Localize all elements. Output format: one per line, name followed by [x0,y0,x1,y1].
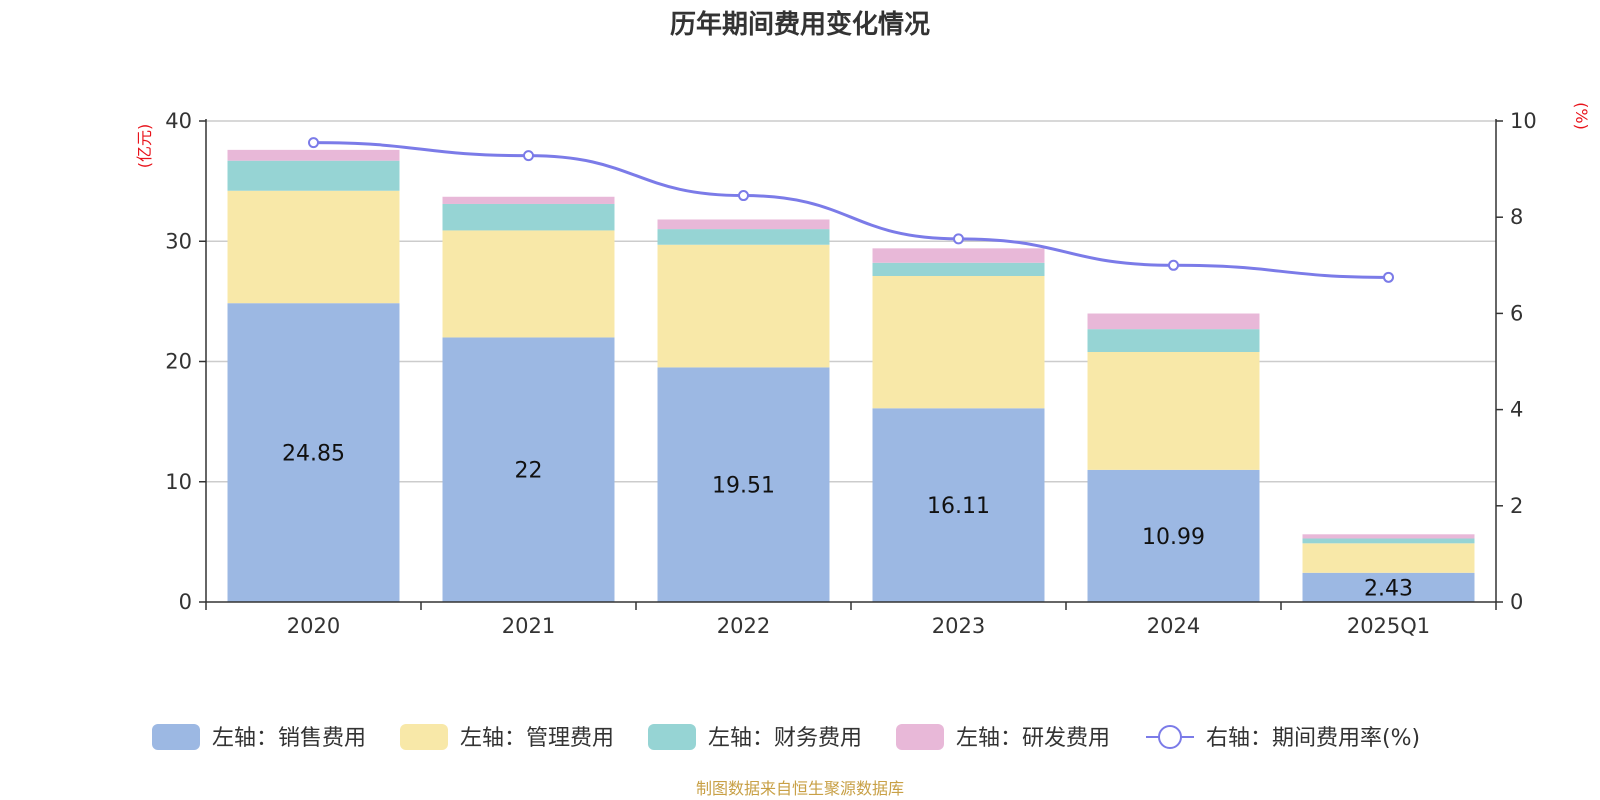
x-tick-label: 2023 [932,614,985,638]
left-tick-label: 10 [165,470,192,494]
legend: 左轴：销售费用 左轴：管理费用 左轴：财务费用 左轴：研发费用 右轴：期间费用率(%) [152,724,1420,751]
rate-point [1168,259,1179,271]
rate-point [738,190,749,202]
legend-label: 左轴：管理费用 [460,726,614,751]
bar-segment [1302,572,1475,602]
right-tick-label: 4 [1510,398,1523,422]
bar-segment [1302,534,1475,539]
x-tick-label: 2024 [1147,614,1200,638]
bar-segment [1087,313,1260,330]
x-tick-label: 2021 [502,614,555,638]
source-note: 制图数据来自恒生聚源数据库 [696,779,904,798]
legend-swatch [648,724,696,750]
axes: 0 10 20 30 40 0 2 4 6 8 10 2020 2021 2022 2023 2024 2025… [165,109,1536,638]
bar-value-label: 19.51 [712,474,775,499]
bar-segment [1302,538,1475,544]
bar-segment [227,190,400,304]
bar-segment [1087,469,1260,602]
bar-segment [872,408,1045,602]
bar-segment [1087,329,1260,353]
bar-segment [657,229,830,245]
x-tick-label: 2020 [287,614,340,638]
bar-segment [227,160,400,191]
legend-label: 右轴：期间费用率(%) [1206,726,1420,751]
right-tick-label: 8 [1510,205,1523,229]
bar-segment [442,196,615,204]
rate-point [523,150,534,162]
data-labels: 24.85 22 19.51 16.11 10.99 2.43 [282,442,1413,602]
rate-point [308,137,319,149]
legend-marker [1158,725,1182,749]
bar-segment [227,149,400,161]
bar-value-label: 24.85 [282,442,345,467]
rate-line [308,137,1394,283]
bar-value-label: 10.99 [1142,525,1205,550]
left-tick-label: 30 [165,229,192,253]
legend-label: 左轴：财务费用 [708,726,862,751]
rate-point [1383,271,1394,283]
bar-segment [1302,543,1475,573]
legend-label: 左轴：销售费用 [212,726,366,751]
bar-segment [442,230,615,338]
right-tick-label: 2 [1510,494,1523,518]
right-tick-label: 6 [1510,301,1523,325]
rate-line-path [313,141,1389,279]
bar-segment [227,303,400,602]
bar-value-label: 2.43 [1364,576,1413,601]
right-tick-label: 10 [1510,109,1537,133]
bar-segment [1087,352,1260,470]
rate-point [953,233,964,245]
bar-segment [442,337,615,602]
bar-segment [442,203,615,231]
left-axis-unit: (亿元) [135,124,154,169]
grid [206,120,1496,483]
left-tick-label: 0 [179,590,192,614]
bar-segment [872,276,1045,409]
legend-swatch [400,724,448,750]
right-tick-label: 0 [1510,590,1523,614]
bar-segment [872,248,1045,263]
bars [227,149,1475,602]
x-tick-label: 2025Q1 [1347,614,1430,638]
legend-swatch [152,724,200,750]
chart-title: 历年期间费用变化情况 [670,9,930,40]
bar-value-label: 16.11 [927,494,990,519]
bar-segment [657,244,830,368]
x-tick-label: 2022 [717,614,770,638]
left-tick-label: 40 [165,109,192,133]
bar-segment [657,367,830,602]
bar-segment [657,219,830,230]
right-axis-unit: (%) [1572,102,1591,130]
left-tick-label: 20 [165,350,192,374]
bar-value-label: 22 [515,459,543,484]
legend-swatch [896,724,944,750]
legend-label: 左轴：研发费用 [956,726,1110,751]
bar-segment [872,262,1045,277]
